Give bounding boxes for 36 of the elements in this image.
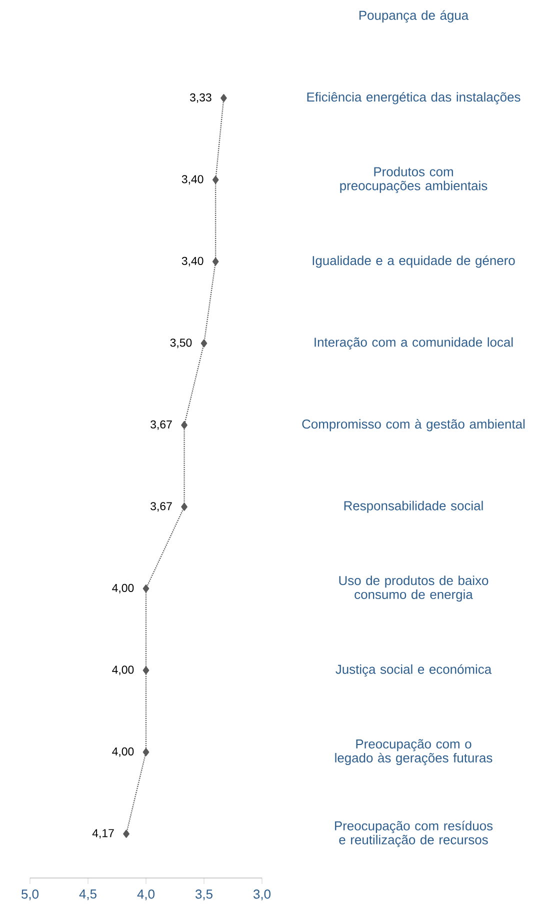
y-tick-label: Preocupação com o legado às gerações futuras — [335, 739, 492, 766]
data-label: 3,40 — [182, 256, 204, 266]
point — [142, 748, 150, 756]
y-tick-label: Uso de produtos de baixo consumo de energia — [339, 576, 488, 602]
data-label: 3,67 — [150, 502, 172, 512]
data-label: 3,40 — [182, 175, 204, 185]
data-label: 4,00 — [112, 584, 134, 594]
point — [181, 421, 188, 430]
data-label: 4,00 — [112, 747, 134, 757]
y-tick-label: Compromisso com à gestão ambiental — [302, 419, 525, 432]
data-label: 3,50 — [170, 338, 192, 348]
x-tick-label: 3,0 — [253, 890, 270, 900]
y-tick-label: Produtos com preocupações ambientais — [340, 166, 488, 193]
data-label: 3,67 — [150, 420, 172, 430]
y-tick-label: Interação com a comunidade local — [314, 337, 513, 350]
x-tick-label: 4,0 — [137, 890, 154, 900]
data-label: 4,17 — [92, 829, 114, 839]
y-tick-label: Preocupação com resíduos e reutilização de recursos — [335, 820, 493, 847]
y-tick-label: Igualidade e a equidade de género — [312, 256, 515, 268]
y-tick-label: Eficiência energética das instalações — [307, 92, 520, 104]
x-tick-label: 5,0 — [22, 890, 38, 900]
data-label: 4,00 — [112, 666, 134, 676]
y-tick-label: Responsabilidade social — [344, 500, 483, 513]
y-tick-label: Poupança de água — [359, 10, 469, 22]
point — [142, 666, 150, 674]
point — [181, 502, 188, 511]
point — [212, 258, 219, 266]
point — [220, 94, 227, 102]
point — [212, 176, 219, 184]
y-tick-label: Justiça social e económica — [336, 664, 492, 677]
point — [142, 584, 150, 593]
data-label: 3,33 — [190, 93, 212, 103]
x-tick-label: 3,5 — [195, 890, 212, 900]
point — [200, 339, 208, 348]
point — [123, 830, 130, 838]
x-tick-label: 4,5 — [79, 890, 96, 900]
